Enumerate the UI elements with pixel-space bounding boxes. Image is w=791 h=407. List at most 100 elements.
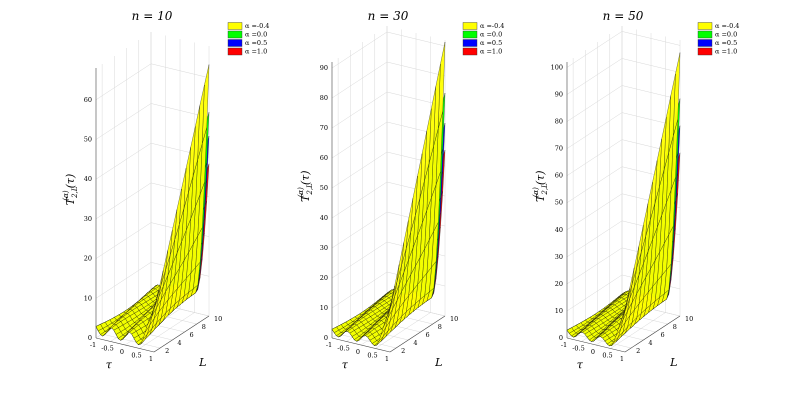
z-tick-label: 30 (84, 215, 92, 223)
z-tick-label: 60 (84, 96, 92, 104)
legend-label: α =1.0 (245, 48, 267, 56)
tau-tick-label: 1 (620, 355, 624, 363)
legend-swatch (462, 30, 478, 39)
z-tick-label: 40 (320, 214, 328, 222)
tau-tick-label: 1 (385, 355, 389, 363)
chart-panel-1: 0 10 20 30 40 50 60 -1 -0.5 0 0.5 1 24 68 10 τ L T2,L(α)(… (62, 9, 269, 372)
legend-label: α =0.5 (715, 39, 737, 47)
l-tick-label: 8 (438, 323, 442, 331)
l-tick-label: 4 (648, 339, 652, 347)
z-tick-label: 50 (555, 199, 563, 207)
l-tick-label: 6 (426, 331, 430, 339)
legend-swatch (227, 30, 243, 39)
z-tick-label: 40 (84, 175, 92, 183)
z-label-sub: 2,L (541, 183, 549, 196)
legend-label: α =1.0 (480, 48, 502, 56)
z-tick-label: 50 (320, 184, 328, 192)
z-tick-label: 90 (320, 64, 328, 72)
legend-swatch (227, 47, 243, 56)
z-label-base: T (64, 196, 77, 205)
z-axis-label: T2,L(α) (τ) (297, 170, 314, 202)
tau-tick-label: 1 (149, 355, 153, 363)
z-tick-label: 30 (555, 253, 563, 261)
l-tick-label: 2 (401, 347, 405, 355)
tau-tick-label: -1 (561, 341, 567, 349)
grid-line-z (566, 31, 681, 68)
tau-axis-line (566, 337, 626, 353)
tau-tick-label: 0.5 (602, 352, 612, 360)
z-tick-label: 80 (320, 94, 328, 102)
z-tick-label: 0 (324, 334, 328, 342)
legend-label: α =0.0 (715, 31, 737, 39)
z-axis-label: T2,L(α) (τ) (532, 170, 549, 202)
z-tick-label: 80 (555, 118, 563, 126)
axes: 0 10 20 30 40 50 60 70 80 90 -1 -0.5 0 0.5 1 24 68 10 (320, 62, 458, 363)
z-tick-label: 60 (555, 172, 563, 180)
l-axis-label: L (198, 356, 206, 369)
l-axis-label: L (434, 356, 442, 369)
legend-label: α =-0.4 (480, 22, 504, 30)
tau-tick-label: 0 (120, 348, 124, 356)
legend-swatch (697, 39, 713, 47)
l-axis-line (389, 315, 446, 353)
chart-title: n = 50 (603, 9, 644, 23)
l-tick-label: 8 (202, 323, 206, 331)
z-label-sup: (α) (532, 187, 540, 197)
l-tick-label: 2 (636, 347, 640, 355)
tau-axis-label: τ (342, 359, 349, 372)
grid-line-z (95, 63, 210, 100)
surface-series-1 (95, 64, 210, 345)
z-tick-label: 20 (84, 255, 92, 263)
surface-series-1 (566, 52, 681, 346)
legend: α =-0.4α =0.0α =0.5α =1.0 (697, 22, 739, 56)
grid-line-z (566, 58, 681, 95)
legend-swatch (227, 39, 243, 47)
legend: α =-0.4α =0.0α =0.5α =1.0 (227, 22, 269, 56)
z-tick-label: 0 (88, 334, 92, 342)
l-tick-label: 10 (214, 315, 222, 323)
legend-label: α =1.0 (715, 48, 737, 56)
tau-tick-label: -0.5 (337, 345, 350, 353)
z-tick-label: 0 (559, 334, 563, 342)
grid-line-floor (375, 312, 431, 349)
l-tick-label: 10 (685, 315, 693, 323)
l-tick-label: 2 (165, 347, 169, 355)
z-label-sub: 2,L (71, 186, 79, 199)
grid-line-floor (610, 312, 666, 349)
grid-line-z (566, 85, 681, 122)
legend-swatch (462, 22, 478, 30)
z-tick-label: 10 (84, 294, 92, 302)
z-tick-label: 10 (555, 307, 563, 315)
legend-swatch (462, 47, 478, 56)
grid-line-z (95, 103, 210, 140)
tau-tick-label: -0.5 (572, 345, 585, 353)
legend-label: α =0.5 (245, 39, 267, 47)
tau-axis-line (95, 337, 155, 353)
l-tick-label: 4 (177, 339, 181, 347)
chart-panel-2: 0 10 20 30 40 50 60 70 80 90 -1 -0.5 0 0.5 1 24 68 10 τ L T2… (297, 9, 504, 372)
l-tick-label: 8 (673, 323, 677, 331)
z-tick-label: 60 (320, 154, 328, 162)
legend-label: α =0.5 (480, 39, 502, 47)
grid-line-floor (139, 312, 195, 349)
legend-swatch (697, 22, 713, 30)
surface-patch (387, 286, 395, 315)
legend-swatch (697, 30, 713, 39)
tau-tick-label: 0 (591, 348, 595, 356)
z-tick-label: 40 (555, 226, 563, 234)
legend-label: α =-0.4 (245, 22, 269, 30)
legend-label: α =0.0 (480, 31, 502, 39)
tau-tick-label: -0.5 (101, 345, 114, 353)
tau-axis-label: τ (106, 359, 113, 372)
z-tick-label: 90 (555, 90, 563, 98)
z-tick-label: 20 (320, 274, 328, 282)
l-axis-line (624, 315, 681, 353)
tau-tick-label: -1 (326, 341, 332, 349)
tau-axis-line (331, 337, 391, 353)
axes: 0 10 20 30 40 50 60 -1 -0.5 0 0.5 1 24 68 10 (84, 68, 222, 363)
l-tick-label: 10 (450, 315, 458, 323)
l-tick-label: 6 (190, 331, 194, 339)
z-tick-label: 100 (551, 63, 563, 71)
chart-title: n = 30 (368, 9, 409, 23)
